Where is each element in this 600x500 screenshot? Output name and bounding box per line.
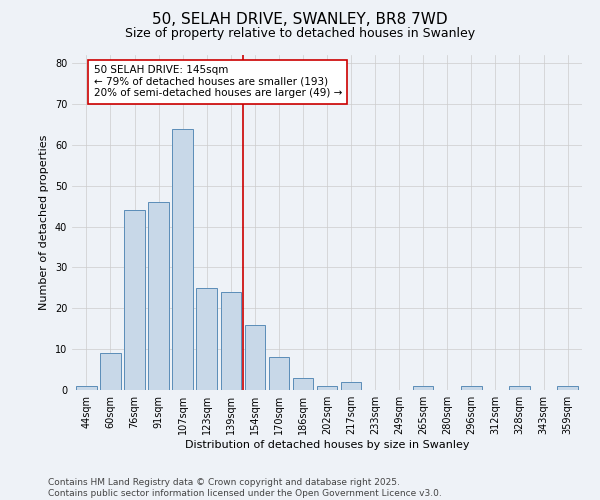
Bar bbox=[557, 386, 578, 390]
Bar bbox=[341, 382, 361, 390]
Y-axis label: Number of detached properties: Number of detached properties bbox=[39, 135, 49, 310]
Bar bbox=[172, 128, 193, 390]
Text: Contains HM Land Registry data © Crown copyright and database right 2025.
Contai: Contains HM Land Registry data © Crown c… bbox=[48, 478, 442, 498]
Text: 50, SELAH DRIVE, SWANLEY, BR8 7WD: 50, SELAH DRIVE, SWANLEY, BR8 7WD bbox=[152, 12, 448, 28]
Bar bbox=[461, 386, 482, 390]
Text: 50 SELAH DRIVE: 145sqm
← 79% of detached houses are smaller (193)
20% of semi-de: 50 SELAH DRIVE: 145sqm ← 79% of detached… bbox=[94, 65, 342, 98]
Text: Size of property relative to detached houses in Swanley: Size of property relative to detached ho… bbox=[125, 28, 475, 40]
Bar bbox=[269, 358, 289, 390]
Bar bbox=[124, 210, 145, 390]
Bar bbox=[221, 292, 241, 390]
Bar bbox=[76, 386, 97, 390]
Bar bbox=[196, 288, 217, 390]
Bar bbox=[148, 202, 169, 390]
Bar bbox=[293, 378, 313, 390]
Bar bbox=[245, 324, 265, 390]
Bar bbox=[317, 386, 337, 390]
Bar bbox=[509, 386, 530, 390]
X-axis label: Distribution of detached houses by size in Swanley: Distribution of detached houses by size … bbox=[185, 440, 469, 450]
Bar bbox=[100, 353, 121, 390]
Bar bbox=[413, 386, 433, 390]
